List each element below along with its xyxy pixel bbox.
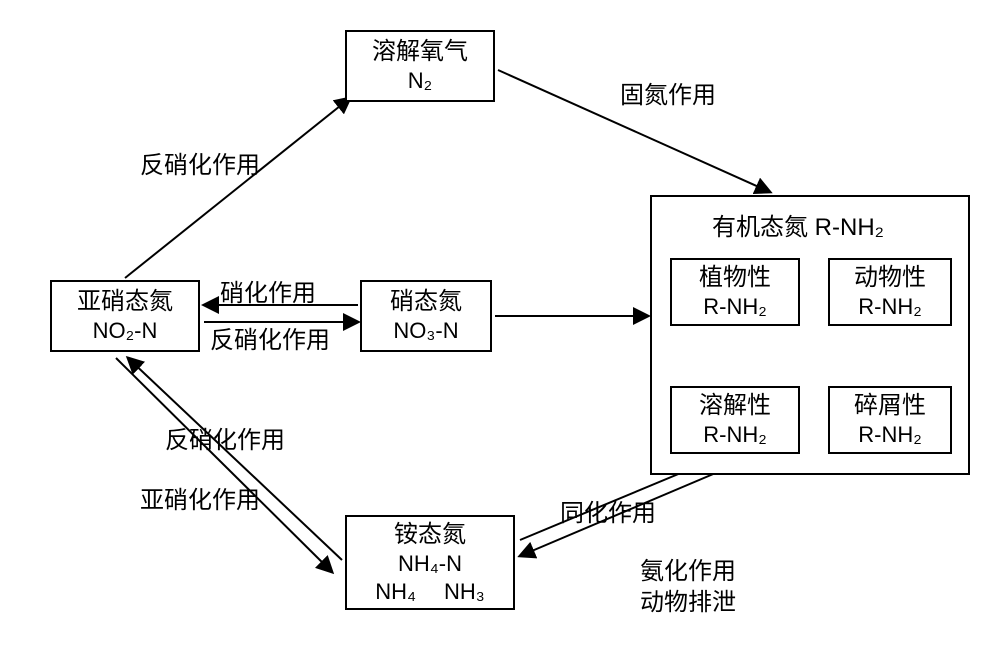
label-denitrification-to-n2: 反硝化作用 [140,150,260,181]
node-soluble: 溶解性 R-NH₂ [670,386,800,454]
node-sub: R-NH₂ [858,421,922,449]
label-denitrification-nh4: 反硝化作用 [165,425,285,456]
node-title: 植物性 [699,263,771,293]
node-title: 硝态氮 [390,287,462,317]
container-title: 有机态氮 R-NH₂ [712,207,884,242]
edge-no2-to-nh4 [116,358,332,572]
node-sub: R-NH₂ [858,293,922,321]
label-assimilation: 同化作用 [560,498,656,529]
node-nitrite: 亚硝态氮 NO₂-N [50,280,200,352]
node-title: 亚硝态氮 [77,287,173,317]
node-animal: 动物性 R-NH₂ [828,258,952,326]
node-title: 碎屑性 [854,391,926,421]
node-nitrate: 硝态氮 NO₃-N [360,280,492,352]
nh4-label: NH₄ [375,578,416,606]
node-ammonium: 铵态氮 NH₄-N NH₄ NH₃ [345,515,515,610]
label-nitrification: 硝化作用 [220,278,316,309]
label-ammonification-excretion: 氨化作用 动物排泄 [640,556,736,618]
edge-nh4-to-no2 [128,358,342,560]
node-inner-equilibrium: NH₄ NH₃ [375,578,485,606]
label-denitrification-no3: 反硝化作用 [210,325,330,356]
node-title: 动物性 [854,263,926,293]
label-nitrosation: 亚硝化作用 [140,485,260,516]
node-dissolved-n2: 溶解氧气 N₂ [345,30,495,102]
node-sub: R-NH₂ [703,293,767,321]
label-nitrogen-fixation: 固氮作用 [620,80,716,111]
node-title: 溶解氧气 [372,37,468,67]
nh3-label: NH₃ [444,578,485,606]
edge-no2-to-n2 [125,98,350,278]
node-title: 溶解性 [699,391,771,421]
node-sub: N₂ [408,67,432,95]
diagram-canvas: 溶解氧气 N₂ 亚硝态氮 NO₂-N 硝态氮 NO₃-N 铵态氮 NH₄-N N… [0,0,1000,654]
node-plant: 植物性 R-NH₂ [670,258,800,326]
node-debris: 碎屑性 R-NH₂ [828,386,952,454]
node-sub: NH₄-N [398,550,462,578]
node-sub: NO₂-N [93,317,158,345]
node-sub: NO₃-N [393,317,458,345]
node-title: 铵态氮 [394,520,466,550]
node-sub: R-NH₂ [703,421,767,449]
